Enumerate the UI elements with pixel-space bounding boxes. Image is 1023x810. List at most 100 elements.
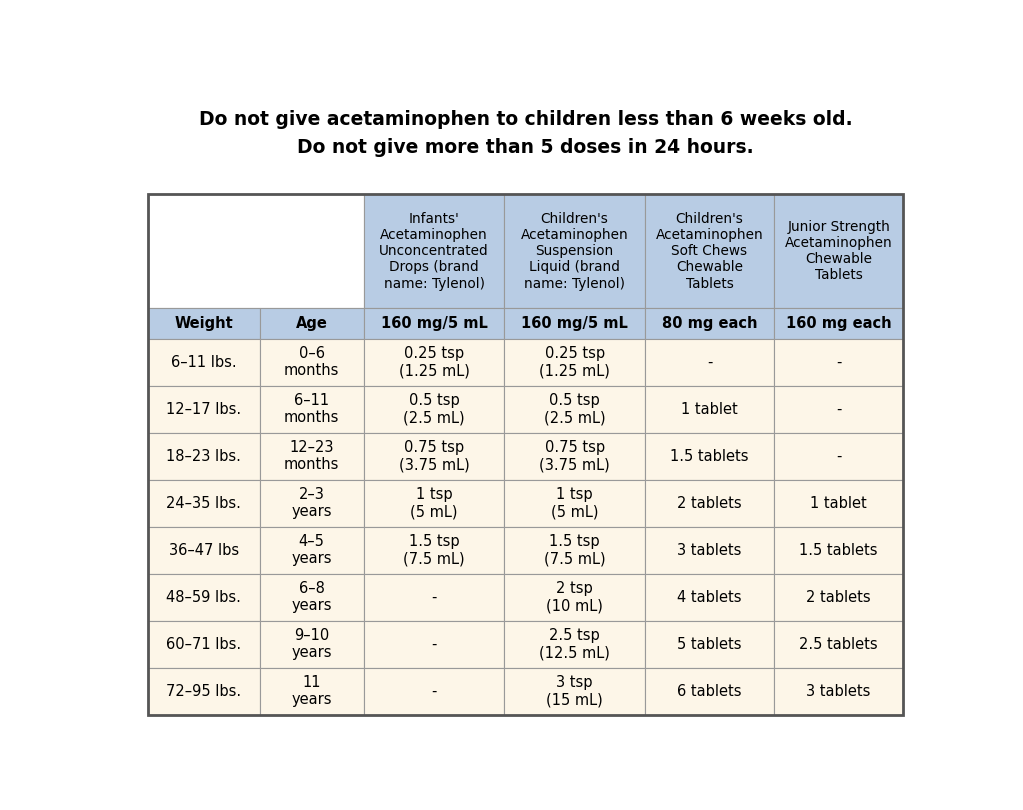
Text: 0.25 tsp
(1.25 mL): 0.25 tsp (1.25 mL) xyxy=(399,346,470,378)
Text: 3 tsp
(15 mL): 3 tsp (15 mL) xyxy=(546,675,603,707)
Text: 0.25 tsp
(1.25 mL): 0.25 tsp (1.25 mL) xyxy=(539,346,610,378)
Text: 0–6
months: 0–6 months xyxy=(284,346,340,378)
Bar xyxy=(147,339,260,386)
Text: 1.5 tsp
(7.5 mL): 1.5 tsp (7.5 mL) xyxy=(544,534,606,566)
Text: -: - xyxy=(432,684,437,699)
Bar xyxy=(504,309,644,339)
Text: 0.5 tsp
(2.5 mL): 0.5 tsp (2.5 mL) xyxy=(544,393,606,425)
Bar xyxy=(260,526,364,573)
Bar xyxy=(774,620,903,667)
Text: 1 tablet: 1 tablet xyxy=(810,496,868,510)
Bar xyxy=(147,667,260,714)
Bar xyxy=(147,433,260,480)
Bar xyxy=(644,667,774,714)
Bar xyxy=(364,573,504,620)
Bar xyxy=(364,386,504,433)
Bar xyxy=(147,309,260,339)
Text: -: - xyxy=(432,637,437,652)
Bar xyxy=(504,433,644,480)
Bar xyxy=(147,526,260,573)
Bar xyxy=(504,386,644,433)
Bar xyxy=(260,620,364,667)
Bar xyxy=(260,480,364,526)
Text: 72–95 lbs.: 72–95 lbs. xyxy=(166,684,241,699)
Bar xyxy=(644,309,774,339)
Bar xyxy=(147,194,903,714)
Text: 4–5
years: 4–5 years xyxy=(292,534,331,566)
Text: 1.5 tablets: 1.5 tablets xyxy=(799,543,878,557)
Text: 9–10
years: 9–10 years xyxy=(292,628,331,660)
Bar xyxy=(260,433,364,480)
Text: 6–8
years: 6–8 years xyxy=(292,581,331,613)
Bar xyxy=(774,573,903,620)
Bar xyxy=(644,480,774,526)
Text: 0.5 tsp
(2.5 mL): 0.5 tsp (2.5 mL) xyxy=(403,393,464,425)
Bar xyxy=(644,526,774,573)
Text: Weight: Weight xyxy=(174,316,233,331)
Text: -: - xyxy=(836,355,841,369)
Bar xyxy=(147,620,260,667)
Text: -: - xyxy=(707,355,712,369)
Text: 12–23
months: 12–23 months xyxy=(284,440,340,472)
Text: 60–71 lbs.: 60–71 lbs. xyxy=(166,637,241,652)
Text: 2.5 tsp
(12.5 mL): 2.5 tsp (12.5 mL) xyxy=(539,628,610,660)
Text: 2 tablets: 2 tablets xyxy=(806,590,871,604)
Text: 24–35 lbs.: 24–35 lbs. xyxy=(166,496,241,510)
Bar xyxy=(504,667,644,714)
Bar xyxy=(774,309,903,339)
Text: 80 mg each: 80 mg each xyxy=(662,316,757,331)
Bar xyxy=(260,309,364,339)
Bar xyxy=(504,480,644,526)
Text: 48–59 lbs.: 48–59 lbs. xyxy=(166,590,241,604)
Bar xyxy=(774,433,903,480)
Bar xyxy=(364,667,504,714)
Bar xyxy=(644,339,774,386)
Text: 2–3
years: 2–3 years xyxy=(292,487,331,519)
Bar xyxy=(774,339,903,386)
Bar xyxy=(504,573,644,620)
Text: 0.75 tsp
(3.75 mL): 0.75 tsp (3.75 mL) xyxy=(399,440,470,472)
Text: 1 tsp
(5 mL): 1 tsp (5 mL) xyxy=(550,487,598,519)
Bar xyxy=(260,386,364,433)
Bar xyxy=(364,526,504,573)
Text: -: - xyxy=(836,449,841,463)
Bar xyxy=(364,194,504,309)
Text: 12–17 lbs.: 12–17 lbs. xyxy=(166,402,241,416)
Bar xyxy=(504,339,644,386)
Text: 5 tablets: 5 tablets xyxy=(677,637,742,652)
Bar xyxy=(774,526,903,573)
Bar xyxy=(364,309,504,339)
Bar xyxy=(147,386,260,433)
Text: 1 tsp
(5 mL): 1 tsp (5 mL) xyxy=(410,487,458,519)
Text: 2 tablets: 2 tablets xyxy=(677,496,742,510)
Text: 160 mg/5 mL: 160 mg/5 mL xyxy=(381,316,488,331)
Bar xyxy=(260,339,364,386)
Text: Junior Strength
Acetaminophen
Chewable
Tablets: Junior Strength Acetaminophen Chewable T… xyxy=(785,220,892,283)
Text: 1 tablet: 1 tablet xyxy=(681,402,738,416)
Text: 11
years: 11 years xyxy=(292,675,331,707)
Text: -: - xyxy=(432,590,437,604)
Text: 6 tablets: 6 tablets xyxy=(677,684,742,699)
Bar xyxy=(644,620,774,667)
Text: 3 tablets: 3 tablets xyxy=(677,543,742,557)
Bar xyxy=(774,194,903,309)
Bar xyxy=(504,194,644,309)
Bar xyxy=(147,194,364,309)
Text: Age: Age xyxy=(296,316,327,331)
Bar xyxy=(364,433,504,480)
Text: 160 mg/5 mL: 160 mg/5 mL xyxy=(521,316,628,331)
Text: Do not give acetaminophen to children less than 6 weeks old.: Do not give acetaminophen to children le… xyxy=(198,109,852,129)
Text: -: - xyxy=(836,402,841,416)
Text: 0.75 tsp
(3.75 mL): 0.75 tsp (3.75 mL) xyxy=(539,440,610,472)
Text: 3 tablets: 3 tablets xyxy=(806,684,871,699)
Text: 18–23 lbs.: 18–23 lbs. xyxy=(166,449,241,463)
Bar xyxy=(364,480,504,526)
Text: 36–47 lbs: 36–47 lbs xyxy=(169,543,238,557)
Bar xyxy=(364,339,504,386)
Text: 160 mg each: 160 mg each xyxy=(786,316,891,331)
Bar xyxy=(147,573,260,620)
Text: Children's
Acetaminophen
Soft Chews
Chewable
Tablets: Children's Acetaminophen Soft Chews Chew… xyxy=(656,211,763,291)
Text: Do not give more than 5 doses in 24 hours.: Do not give more than 5 doses in 24 hour… xyxy=(297,138,754,156)
Bar xyxy=(147,480,260,526)
Text: 6–11
months: 6–11 months xyxy=(284,393,340,425)
